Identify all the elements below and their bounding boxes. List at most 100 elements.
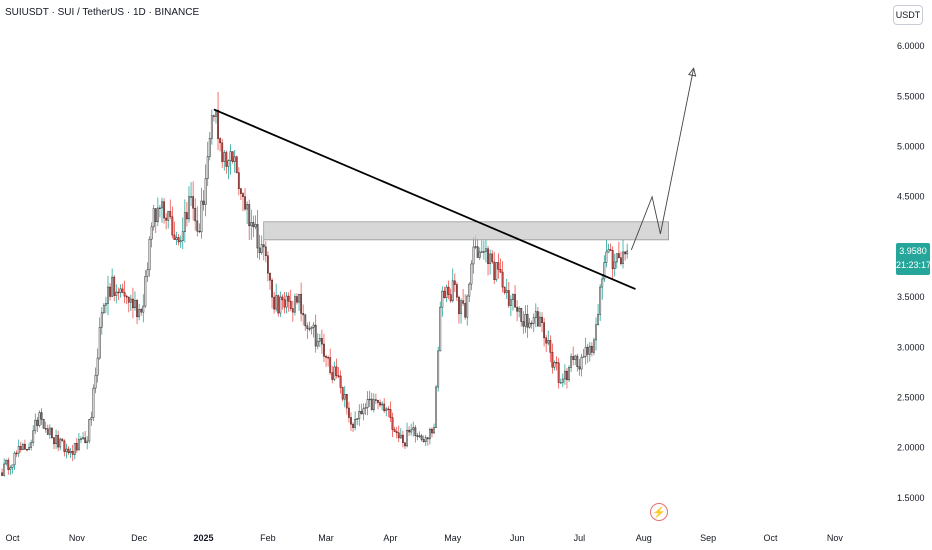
candle	[603, 262, 606, 280]
candle	[316, 340, 319, 347]
candle	[593, 339, 595, 353]
candle	[291, 308, 294, 313]
candle	[501, 271, 504, 288]
projection-arrowhead-icon	[688, 67, 697, 77]
candle	[408, 429, 411, 433]
candle	[61, 438, 64, 442]
time-tick-label: Jul	[574, 533, 586, 543]
candle	[574, 355, 577, 360]
candle	[339, 375, 342, 388]
candle	[300, 293, 303, 314]
candle	[252, 222, 255, 228]
time-tick-label: Feb	[260, 533, 276, 543]
candle	[240, 188, 242, 194]
candle	[96, 357, 99, 376]
time-axis[interactable]: Oct Nov Dec 2025 Feb Mar Apr May Jun Jul Aug Sep Oct…	[5, 533, 843, 543]
projection-path[interactable]	[630, 68, 695, 251]
candle	[482, 251, 485, 253]
candle	[9, 467, 12, 470]
candle	[5, 459, 8, 465]
candle	[370, 398, 373, 410]
candle	[21, 444, 24, 450]
alert-clock-icon[interactable]: ⚡	[650, 503, 668, 521]
candle	[13, 452, 16, 466]
candle	[595, 324, 597, 341]
candle	[267, 255, 269, 274]
candle	[476, 246, 479, 258]
time-tick-label: Sep	[700, 533, 716, 543]
candle	[360, 411, 363, 415]
candle	[350, 417, 352, 425]
candle	[42, 419, 45, 429]
candle	[466, 295, 469, 318]
candle	[416, 435, 419, 437]
candle	[321, 338, 323, 345]
candle	[250, 222, 253, 227]
candle	[615, 253, 618, 263]
candle	[107, 286, 109, 304]
candle	[63, 440, 66, 452]
trendline[interactable]	[213, 108, 636, 290]
candle	[161, 201, 163, 209]
candle	[233, 156, 236, 162]
candle	[383, 403, 386, 412]
candle	[391, 417, 394, 430]
candle	[94, 374, 97, 389]
candle	[82, 437, 84, 440]
candle	[208, 138, 211, 157]
candle	[186, 212, 188, 220]
candle	[553, 362, 556, 368]
candle	[98, 326, 101, 359]
candle	[254, 224, 257, 228]
candle	[138, 309, 141, 318]
candle	[426, 437, 429, 440]
candle	[323, 343, 325, 357]
candle	[582, 356, 585, 358]
candle	[462, 300, 465, 304]
candle	[113, 276, 116, 296]
candle	[59, 438, 62, 448]
candle	[389, 409, 392, 418]
candle	[622, 251, 624, 264]
candle	[53, 437, 55, 445]
price-tick-label: 2.5000	[897, 393, 925, 403]
candle	[109, 286, 111, 297]
candle	[559, 382, 562, 384]
candle	[175, 237, 178, 240]
candle	[541, 316, 543, 323]
candle	[601, 278, 604, 288]
candle	[154, 208, 157, 223]
candle	[314, 324, 317, 347]
candle	[460, 300, 462, 314]
candle	[90, 417, 93, 420]
candle	[568, 367, 570, 381]
candle	[532, 317, 535, 324]
candle	[522, 321, 525, 327]
time-tick-label: Nov	[827, 533, 844, 543]
candle	[401, 434, 404, 443]
chart-title: SUIUSDT · SUI / TetherUS · 1D · BINANCE	[5, 7, 200, 18]
currency-unit-button[interactable]: USDT	[893, 5, 923, 25]
candle	[287, 295, 290, 302]
candle	[443, 290, 446, 298]
candle	[543, 322, 546, 339]
candle	[422, 439, 425, 443]
candle	[150, 226, 153, 240]
price-axis[interactable]: 6.00005.50005.00004.50004.00003.50003.00…	[897, 41, 925, 503]
candle	[242, 193, 244, 197]
candle	[590, 345, 593, 353]
candle	[534, 311, 537, 318]
candle	[260, 244, 263, 253]
candle	[156, 207, 159, 223]
candle	[597, 314, 599, 326]
candle	[549, 340, 552, 353]
resistance-zone[interactable]	[263, 221, 670, 241]
candle	[385, 408, 388, 412]
candle	[134, 300, 136, 309]
time-tick-label: Oct	[763, 533, 778, 543]
candle	[335, 366, 338, 377]
candle	[524, 313, 527, 327]
candles-layer	[1, 92, 629, 477]
time-tick-label: Jun	[510, 533, 525, 543]
